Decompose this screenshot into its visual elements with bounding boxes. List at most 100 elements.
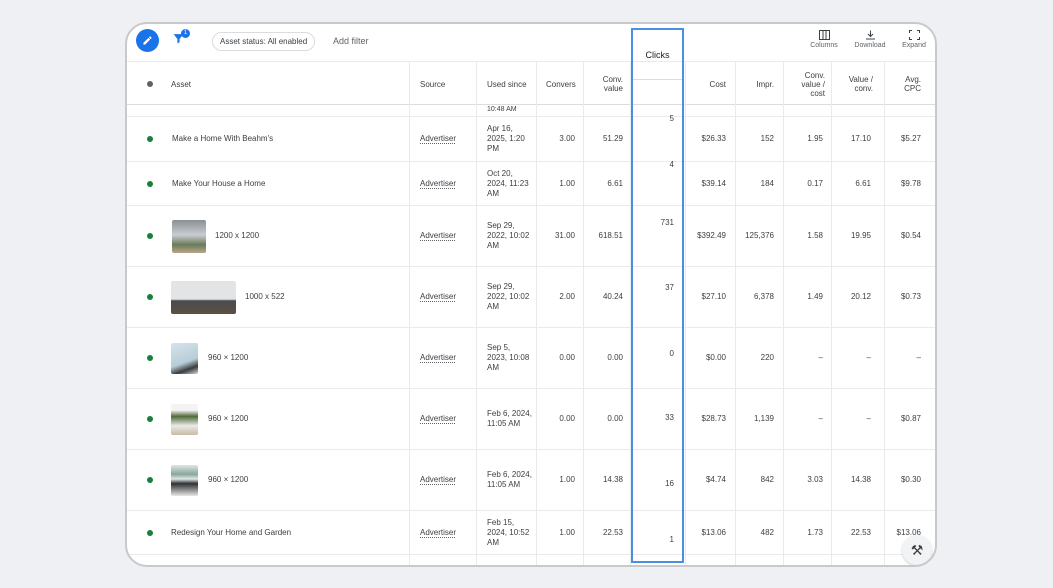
- expand-icon: [908, 30, 920, 40]
- asset-thumbnail[interactable]: [172, 206, 206, 266]
- status-dot: [147, 267, 153, 327]
- columns-button[interactable]: Columns: [804, 30, 844, 49]
- table-row[interactable]: Redesign Your Home and Garden Advertiser…: [127, 511, 935, 555]
- tools-icon: ⚒: [910, 541, 924, 558]
- header-source[interactable]: Source: [420, 79, 446, 89]
- columns-label: Columns: [810, 42, 838, 49]
- status-dot: [147, 162, 153, 205]
- add-filter-link[interactable]: Add filter: [333, 36, 369, 46]
- source-link[interactable]: Advertiser: [420, 292, 457, 301]
- asset-thumbnail[interactable]: [171, 389, 198, 449]
- cost: $26.33: [701, 134, 726, 143]
- conv-value: 40.24: [602, 292, 623, 301]
- conv-value-cost: 1.49: [807, 292, 823, 301]
- asset-size: 1200 x 1200: [215, 231, 260, 240]
- table-row[interactable]: 960 × 1200 Advertiser Feb 6, 2024, 11:05…: [127, 389, 935, 450]
- filter-count-badge: 1: [181, 29, 190, 38]
- avg-cpc: $0.73: [900, 292, 921, 301]
- table-row[interactable]: 960 × 1200 Advertiser Sep 5, 2023, 10:08…: [127, 328, 935, 389]
- cost: $0.00: [705, 353, 726, 362]
- cost: $392.49: [697, 231, 726, 240]
- asset-text[interactable]: Make Your House a Home: [172, 178, 266, 188]
- expand-label: Expand: [902, 42, 926, 49]
- header-conv-value-cost[interactable]: Conv. value / cost: [801, 70, 825, 98]
- source-link[interactable]: Advertiser: [420, 134, 457, 143]
- download-label: Download: [854, 42, 886, 49]
- used-since: Sep 5, 2023, 10:08 AM: [487, 343, 530, 372]
- header-cost[interactable]: Cost: [709, 79, 726, 89]
- select-all-dot[interactable]: [147, 62, 153, 106]
- impr: 842: [760, 475, 774, 484]
- header-conversions[interactable]: Convers: [546, 79, 576, 89]
- conv-value-cost: 1.58: [807, 231, 823, 240]
- conversions: 3.00: [559, 134, 575, 143]
- value-conv: –: [866, 353, 871, 362]
- source-link[interactable]: Advertiser: [420, 475, 457, 484]
- clicks-value: 33: [665, 413, 674, 422]
- asset-text[interactable]: Redesign Your Home and Garden: [171, 527, 292, 537]
- download-button[interactable]: Download: [850, 30, 890, 49]
- source-link[interactable]: Advertiser: [420, 178, 457, 188]
- table-row[interactable]: 960 × 1200 Advertiser Feb 6, 2024, 11:05…: [127, 450, 935, 511]
- source-link[interactable]: Advertiser: [420, 231, 457, 240]
- avg-cpc: $5.27: [900, 134, 921, 143]
- conv-value-cost: 1.73: [807, 527, 823, 537]
- conv-value: 0.00: [607, 353, 623, 362]
- conversions: 0.00: [559, 414, 575, 423]
- header-used-since[interactable]: Used since: [487, 79, 527, 89]
- table-row-partial: 10:48 AM: [127, 105, 935, 117]
- edit-button[interactable]: [136, 29, 159, 52]
- used-since: Oct 20, 2024, 11:23 AM: [487, 168, 529, 198]
- conv-value: 618.51: [598, 231, 623, 240]
- header-value-conv[interactable]: Value / conv.: [848, 75, 873, 93]
- avg-cpc: $9.78: [900, 178, 921, 188]
- source-link[interactable]: Advertiser: [420, 353, 457, 362]
- header-clicks[interactable]: Clicks: [633, 30, 682, 80]
- used-since: Feb 6, 2024, 11:05 AM: [487, 470, 532, 489]
- table-row[interactable]: Make a Home With Beahm's Advertiser Apr …: [127, 117, 935, 162]
- asset-thumbnail[interactable]: [171, 328, 198, 388]
- conv-value: 0.00: [607, 414, 623, 423]
- source-link[interactable]: Advertiser: [420, 414, 457, 423]
- expand-button[interactable]: Expand: [894, 30, 934, 49]
- columns-icon: [818, 30, 830, 40]
- clicks-value: 731: [660, 218, 674, 227]
- header-avg-cpc[interactable]: Avg. CPC: [904, 75, 921, 93]
- value-conv: 20.12: [850, 292, 871, 301]
- clicks-value: 16: [665, 479, 674, 488]
- conv-value-cost: –: [818, 414, 823, 423]
- tools-button[interactable]: ⚒: [902, 535, 932, 565]
- header-impr[interactable]: Impr.: [756, 79, 774, 89]
- conversions: 1.00: [559, 527, 575, 537]
- impr: 125,376: [745, 231, 774, 240]
- conversions: 1.00: [559, 475, 575, 484]
- asset-thumbnail[interactable]: [171, 267, 236, 327]
- table-row[interactable]: 1000 x 522 Advertiser Sep 29, 2022, 10:0…: [127, 267, 935, 328]
- impr: 482: [760, 527, 774, 537]
- table-row[interactable]: Make Your House a Home Advertiser Oct 20…: [127, 162, 935, 206]
- status-dot: [147, 511, 153, 554]
- cost: $13.06: [701, 527, 726, 537]
- cost: $28.73: [701, 414, 726, 423]
- conversions: 31.00: [554, 231, 575, 240]
- conv-value: 6.61: [607, 178, 623, 188]
- conv-value-cost: 1.95: [807, 134, 823, 143]
- filter-button[interactable]: [172, 32, 185, 50]
- asset-text[interactable]: Make a Home With Beahm's: [172, 134, 274, 143]
- conv-value: 51.29: [602, 134, 623, 143]
- impr: 220: [760, 353, 774, 362]
- conv-value-cost: 3.03: [807, 475, 823, 484]
- header-asset[interactable]: Asset: [171, 79, 192, 89]
- source-link[interactable]: Advertiser: [420, 527, 457, 537]
- conv-value: 14.38: [602, 475, 623, 484]
- asset-status-chip[interactable]: Asset status: All enabled: [212, 32, 316, 51]
- used-since: Apr 16, 2025, 1:20 PM: [487, 124, 525, 153]
- asset-thumbnail[interactable]: [171, 450, 198, 510]
- value-conv: 17.10: [850, 134, 871, 143]
- asset-size: 1000 x 522: [245, 292, 285, 301]
- header-conv-value[interactable]: Conv. value: [602, 75, 623, 93]
- pencil-icon: [143, 36, 152, 45]
- cost: $39.14: [701, 178, 726, 188]
- table-row[interactable]: 1200 x 1200 Advertiser Sep 29, 2022, 10:…: [127, 206, 935, 267]
- conversions: 2.00: [559, 292, 575, 301]
